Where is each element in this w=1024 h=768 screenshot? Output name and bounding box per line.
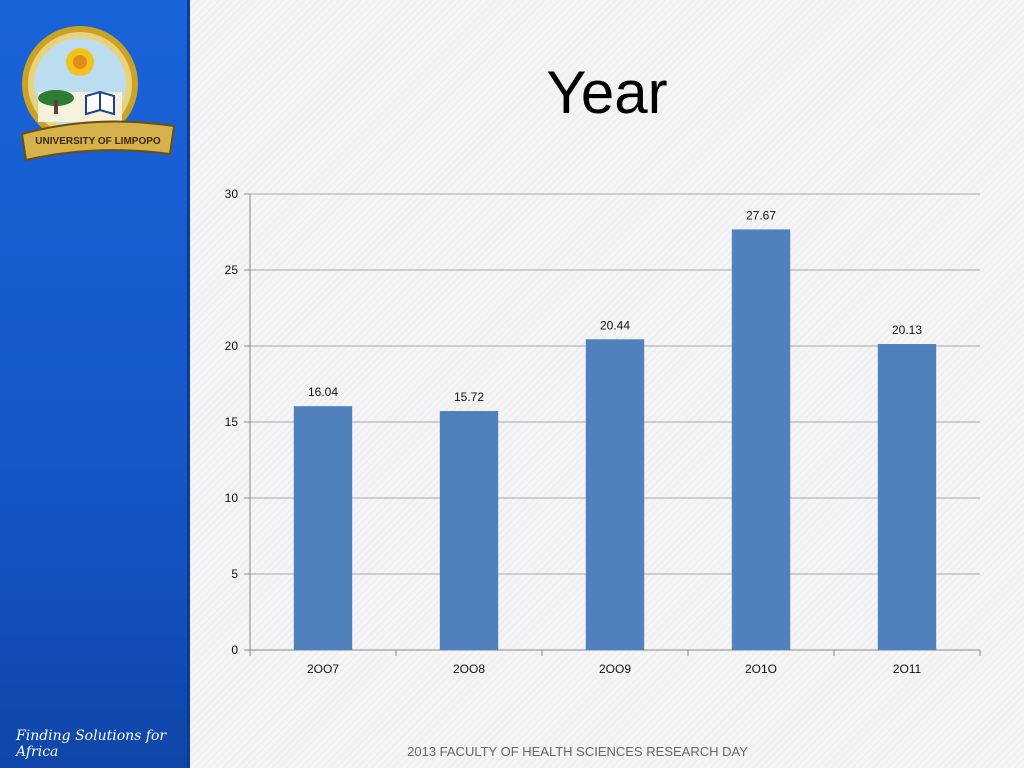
y-tick-label: 30 — [225, 187, 239, 201]
slide-title: Year — [546, 59, 668, 126]
axes: 0 5 10 15 20 25 30 2OO7 2OO8 2OO9 2O1O 2O11 — [225, 187, 981, 676]
y-tick-label: 25 — [225, 263, 239, 277]
x-tick-label: 2OO9 — [599, 662, 631, 676]
bar-2OO9 — [585, 339, 645, 650]
data-label: 16.04 — [308, 385, 338, 399]
bar-2O11 — [877, 344, 937, 650]
logo-text: UNIVERSITY OF LIMPOPO — [35, 136, 161, 147]
x-tick-label: 2O11 — [893, 662, 922, 676]
y-tick-label: 0 — [231, 643, 238, 657]
y-tick-label: 15 — [225, 415, 239, 429]
y-tick-label: 20 — [225, 339, 239, 353]
x-tick-label: 2OO7 — [307, 662, 339, 676]
bars — [293, 229, 937, 650]
bar-2OO7 — [293, 406, 353, 650]
x-tick-label: 2OO8 — [453, 662, 485, 676]
y-tick-label: 10 — [225, 491, 239, 505]
bar-2OO8 — [439, 411, 499, 650]
data-label: 20.13 — [892, 323, 922, 337]
data-label: 20.44 — [600, 318, 630, 332]
data-label: 15.72 — [454, 390, 484, 404]
footer-text: 2013 FACULTY OF HEALTH SCIENCES RESEARCH… — [407, 744, 748, 759]
sidebar-panel: UNIVERSITY OF LIMPOPO Finding Solutions … — [0, 0, 190, 768]
y-tick-label: 5 — [231, 567, 238, 581]
university-logo: UNIVERSITY OF LIMPOPO — [20, 26, 176, 162]
tagline: Finding Solutions for Africa — [16, 728, 167, 760]
bar-2O1O — [731, 229, 791, 650]
x-tick-label: 2O1O — [745, 662, 777, 676]
data-labels: 16.04 15.72 20.44 27.67 20.13 — [308, 208, 922, 404]
bar-chart: 0 5 10 15 20 25 30 2OO7 2OO8 2OO9 2O1O 2O11 16.04 15… — [225, 187, 981, 676]
data-label: 27.67 — [746, 208, 776, 222]
